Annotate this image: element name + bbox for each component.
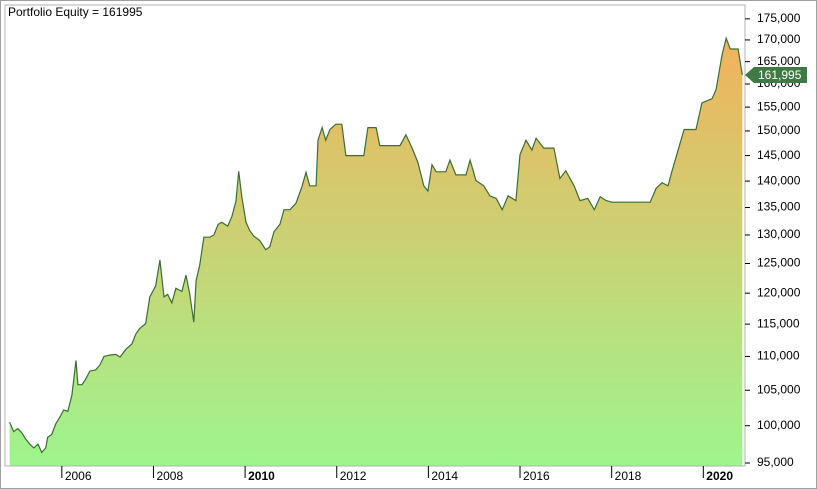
plot-border bbox=[4, 4, 746, 467]
y-tick-label: 145,000 bbox=[757, 148, 801, 162]
last-value-tag bbox=[745, 67, 807, 84]
y-tick-label: 175,000 bbox=[757, 11, 801, 25]
y-tick-label: 125,000 bbox=[757, 256, 801, 270]
y-tick-label: 155,000 bbox=[757, 99, 801, 113]
x-tick-label: 2018 bbox=[615, 469, 642, 483]
y-tick-label: 115,000 bbox=[757, 316, 800, 330]
y-tick-label: 110,000 bbox=[757, 349, 800, 363]
last-value-label: 161,995 bbox=[758, 68, 802, 82]
y-tick-label: 165,000 bbox=[757, 54, 801, 68]
x-tick-label: 2012 bbox=[340, 469, 367, 483]
x-tick-label: 2016 bbox=[523, 469, 550, 483]
y-tick-label: 120,000 bbox=[757, 285, 801, 299]
equity-area bbox=[9, 38, 743, 466]
y-tick-label: 105,000 bbox=[757, 382, 801, 396]
y-tick-label: 140,000 bbox=[757, 173, 801, 187]
x-tick-label: 2006 bbox=[65, 469, 92, 483]
y-tick-label: 150,000 bbox=[757, 123, 801, 137]
y-tick-label: 95,000 bbox=[757, 455, 794, 469]
y-tick-label: 135,000 bbox=[757, 200, 801, 214]
x-tick-label: 2010 bbox=[248, 469, 275, 483]
x-tick-label: 2008 bbox=[156, 469, 183, 483]
y-tick-label: 100,000 bbox=[757, 418, 801, 432]
y-tick-label: 170,000 bbox=[757, 32, 801, 46]
equity-line bbox=[9, 36, 743, 454]
chart-title: Portfolio Equity = 161995 bbox=[8, 5, 143, 19]
x-tick-label: 2020 bbox=[706, 469, 733, 483]
plot-area bbox=[9, 36, 743, 466]
y-tick-label: 130,000 bbox=[757, 227, 801, 241]
x-tick-label: 2014 bbox=[431, 469, 458, 483]
